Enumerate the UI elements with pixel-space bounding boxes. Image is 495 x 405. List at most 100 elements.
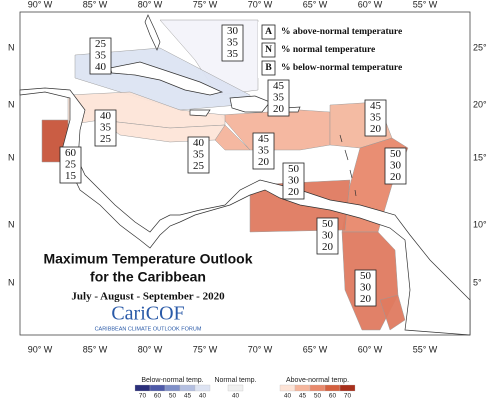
value-box	[354, 269, 377, 307]
colorbar-label: Above-normal temp.	[286, 377, 349, 384]
lon-label: 65° W	[303, 0, 328, 9]
logo-subtitle: CARIBBEAN CLIMATE OUTLOOK FORUM	[95, 326, 202, 332]
season: July - August - September - 2020	[71, 291, 225, 303]
probability: 30	[360, 282, 372, 294]
probability: 30	[390, 160, 402, 172]
lon-label: 70° W	[248, 344, 273, 354]
colorbar-label: Below-normal temp.	[141, 377, 203, 384]
legend-key: N	[265, 45, 272, 55]
colorbar: Below-normal temp. 70 60 50 45 40 Normal temp.…	[134, 377, 356, 400]
probability: 15	[65, 170, 77, 182]
colorbar-label: Normal temp.	[214, 377, 256, 384]
lat-label: 25°	[473, 42, 487, 52]
coastlines	[19, 14, 471, 336]
colorbar-swatch	[294, 384, 311, 392]
probability: 20	[288, 186, 300, 198]
probability: 40	[193, 137, 205, 149]
colorbar-swatch	[134, 384, 151, 392]
colorbar-tick: 40	[199, 393, 207, 400]
probability: 30	[227, 25, 239, 37]
logo: CariCOF	[111, 303, 184, 325]
value-box	[282, 162, 305, 200]
probability: 45	[370, 100, 382, 112]
probability: 60	[65, 147, 77, 159]
title-line: Maximum Temperature Outlook	[43, 251, 252, 267]
probability: 40	[100, 110, 112, 122]
colorbar-swatch	[227, 384, 244, 392]
value-box	[384, 147, 407, 185]
probability: 40	[95, 61, 107, 73]
legend-key-box	[261, 42, 276, 58]
lon-label: 75° W	[193, 0, 218, 9]
probability: 25	[100, 133, 112, 145]
lat-label: 15°	[473, 152, 487, 162]
lon-label: 90° W	[28, 0, 53, 9]
colorbar-swatch	[179, 384, 196, 392]
outlook-region	[379, 294, 406, 331]
legend-text: % above-normal temperature	[281, 27, 402, 37]
lat-label: 20°	[473, 99, 487, 109]
colorbar-tick: 40	[232, 393, 240, 400]
value-box	[267, 79, 290, 117]
legend: A % above-normal temperature N % normal tem…	[261, 24, 402, 76]
lon-label: 55° W	[413, 344, 438, 354]
probability: 50	[288, 163, 300, 175]
probability: 35	[258, 145, 270, 157]
probability: 20	[360, 293, 372, 305]
hispaniola	[229, 95, 271, 113]
lon-label: 55° W	[413, 0, 438, 9]
legend-key-box	[261, 24, 276, 40]
colorbar-tick: 60	[329, 393, 337, 400]
colorbar-tick: 60	[154, 393, 162, 400]
colorbar-tick: 70	[344, 393, 352, 400]
probability: 50	[360, 270, 372, 282]
lon-label: 65° W	[303, 344, 328, 354]
lon-label: 70° W	[248, 0, 273, 9]
colorbar-swatch	[279, 384, 296, 392]
colorbar-swatch	[149, 384, 166, 392]
legend-key-box	[261, 60, 276, 76]
probability: 25	[193, 160, 205, 172]
value-box	[316, 217, 339, 255]
legend-box	[258, 22, 416, 78]
colorbar-tick: 45	[299, 393, 307, 400]
probability: 35	[227, 37, 239, 49]
probability: 20	[390, 171, 402, 183]
lat-label: 10°	[473, 219, 487, 229]
lat-label: N	[8, 42, 15, 52]
value-box	[59, 146, 82, 184]
lon-label: 80° W	[138, 0, 163, 9]
lat-label: N	[8, 277, 15, 287]
value-box	[252, 132, 275, 170]
value-box	[364, 99, 387, 137]
legend-key: B	[265, 63, 272, 73]
lesser-antilles	[339, 134, 357, 197]
value-box	[94, 109, 117, 147]
lat-label: N	[8, 219, 15, 229]
probability: 35	[227, 48, 239, 60]
colorbar-swatch	[339, 384, 356, 392]
jamaica	[189, 109, 211, 117]
axes: 90° W 90° W 85° W 85° W 80° W 80° W 75° W 75° W…	[8, 0, 487, 354]
lon-label: 85° W	[83, 0, 108, 9]
probability: 35	[95, 50, 107, 62]
probability: 20	[258, 156, 270, 168]
colorbar-swatch	[164, 384, 181, 392]
value-box	[221, 24, 244, 62]
colorbar-swatch	[324, 384, 341, 392]
probability: 30	[288, 175, 300, 187]
lon-label: 75° W	[193, 344, 218, 354]
florida	[144, 14, 161, 51]
lon-label: 80° W	[138, 344, 163, 354]
lat-label: N	[8, 99, 15, 109]
colorbar-tick: 70	[139, 393, 147, 400]
colorbar-tick: 45	[184, 393, 192, 400]
probability: 35	[100, 122, 112, 134]
probability: 20	[322, 241, 334, 253]
probability: 20	[370, 123, 382, 135]
colorbar-tick: 50	[314, 393, 322, 400]
lon-label: 90° W	[28, 344, 53, 354]
lon-label: 60° W	[358, 344, 383, 354]
